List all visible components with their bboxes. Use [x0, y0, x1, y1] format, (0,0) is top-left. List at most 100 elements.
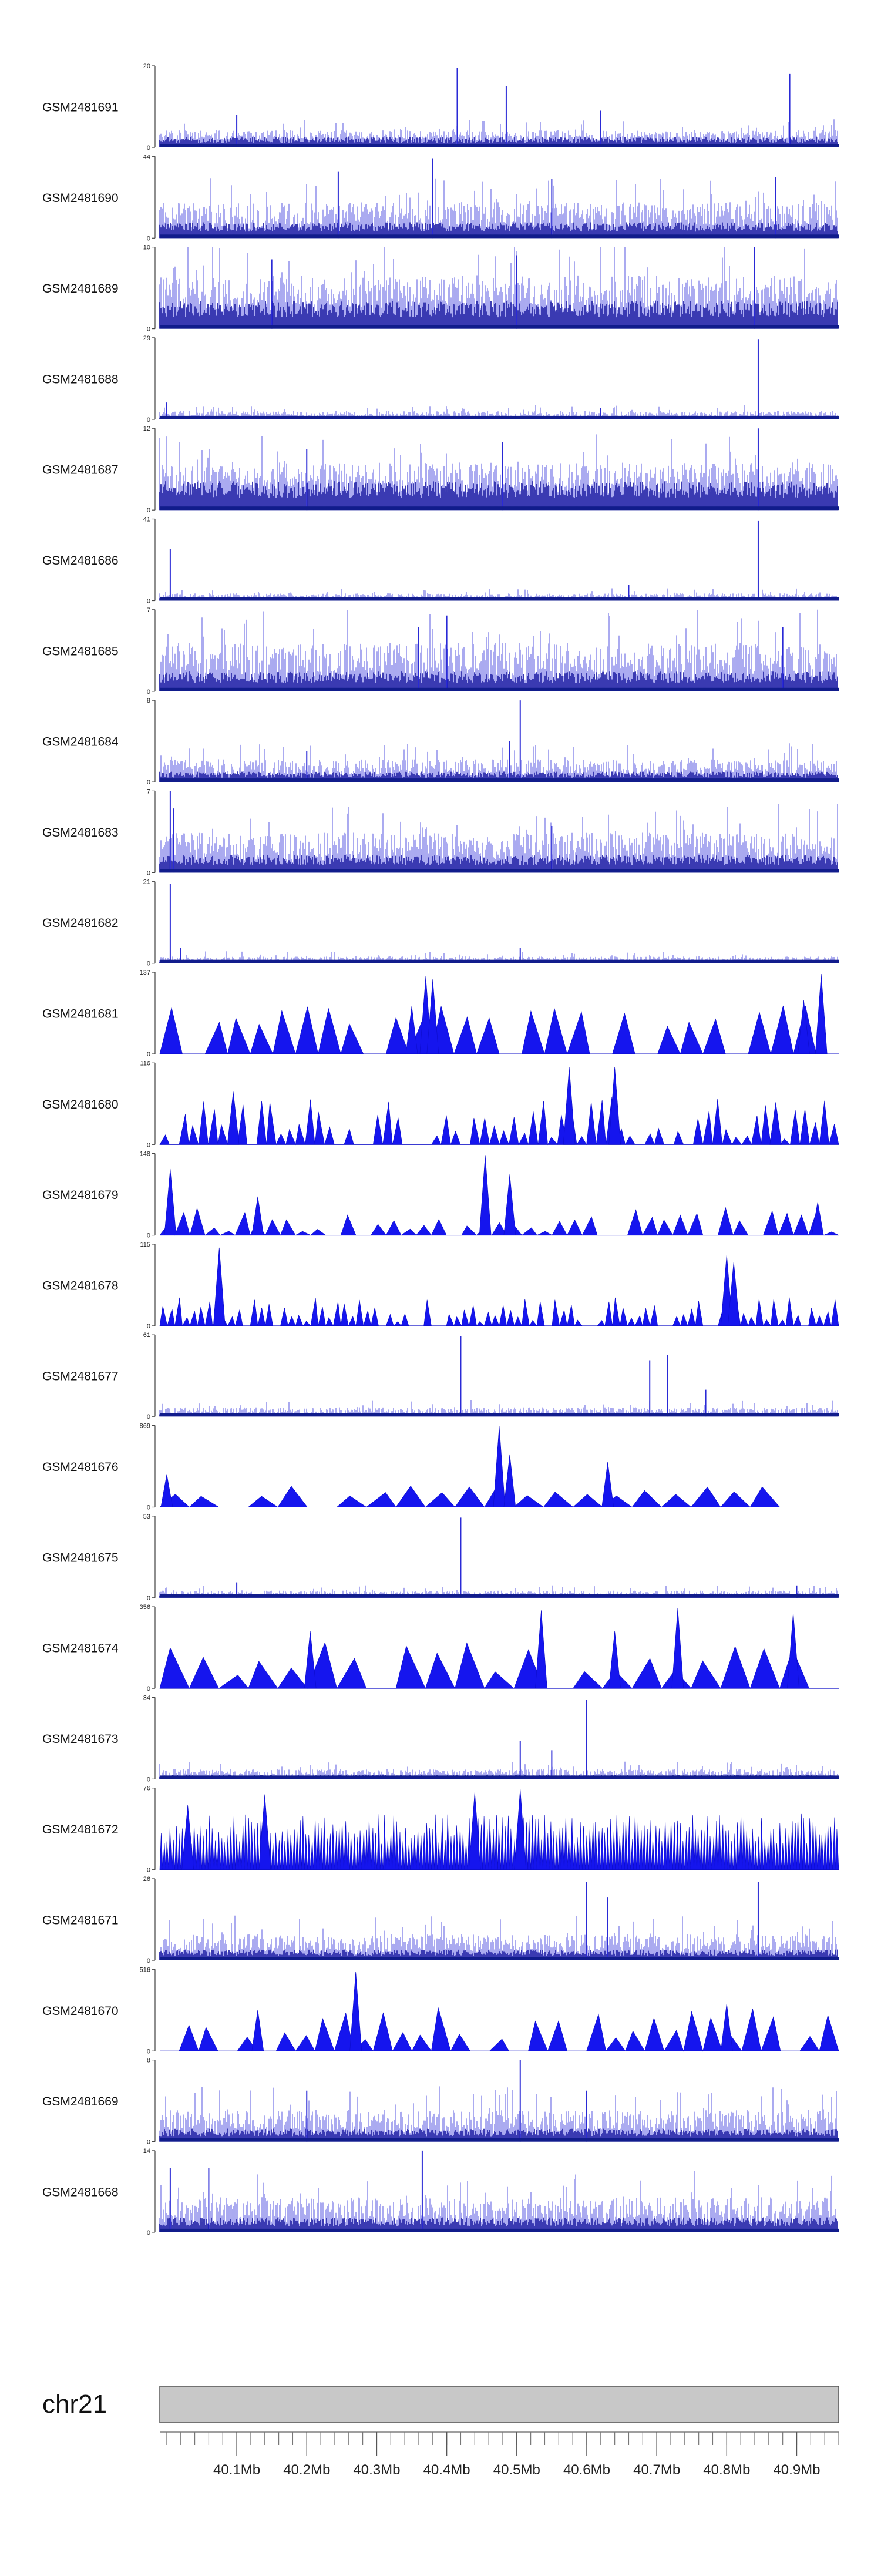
coverage-bars-light: [159, 178, 838, 239]
peak-mark: [405, 1006, 418, 1054]
sample-label: GSM2481678: [42, 1279, 119, 1292]
track-gsm2481681: GSM2481681 137 0: [42, 969, 839, 1058]
coverage-bars-light: [159, 119, 838, 147]
y-tick-label-max: 7: [147, 788, 150, 795]
peak-mark: [815, 973, 828, 1054]
y-tick-label-max: 7: [147, 607, 150, 614]
coverage-bars-light: [159, 434, 838, 511]
peak-mark: [304, 1631, 317, 1689]
track-gsm2481680: GSM2481680 116 0: [42, 1060, 839, 1148]
track-gsm2481672: GSM2481672 76 0: [42, 1785, 839, 1874]
sample-label: GSM2481674: [42, 1642, 119, 1655]
y-tick-label-max: 8: [147, 697, 150, 704]
sample-label: GSM2481682: [42, 916, 119, 930]
sample-label: GSM2481690: [42, 192, 119, 205]
coverage-baseline: [160, 2228, 839, 2232]
peak-mark: [160, 1474, 173, 1507]
peak-mark: [164, 1168, 177, 1235]
coverage-baseline: [160, 597, 839, 601]
track-gsm2481690: GSM2481690 44 0: [42, 153, 839, 242]
y-tick-label-min: 0: [147, 2139, 150, 2146]
peak-mark: [493, 1426, 506, 1507]
y-tick-label-min: 0: [147, 507, 150, 514]
sample-label: GSM2481680: [42, 1098, 119, 1111]
sample-label: GSM2481672: [42, 1823, 119, 1836]
track-gsm2481691: GSM2481691 20 0: [42, 63, 839, 152]
y-tick-label-max: 116: [140, 1060, 150, 1067]
y-tick-label-max: 137: [140, 969, 150, 976]
y-tick-label-max: 76: [143, 1785, 150, 1792]
sample-label: GSM2481673: [42, 1732, 119, 1746]
peak-mark: [503, 1454, 516, 1507]
y-tick-label-min: 0: [147, 235, 150, 242]
track-gsm2481682: GSM2481682 21 0: [42, 879, 839, 968]
peak-mark: [671, 1608, 684, 1689]
track-gsm2481686: GSM2481686 41 0: [42, 516, 839, 605]
y-tick-label-min: 0: [147, 779, 150, 786]
coverage-bars-dark: [159, 481, 838, 511]
y-tick-label-max: 356: [140, 1604, 150, 1611]
coverage-spikes: [159, 1641, 839, 1690]
coverage-baseline: [160, 1957, 839, 1960]
track-gsm2481671: GSM2481671 26 0: [42, 1876, 839, 1964]
y-tick-label-min: 0: [147, 1413, 150, 1420]
peak-mark: [479, 1155, 492, 1235]
y-tick-label-max: 869: [140, 1423, 150, 1430]
peak-mark: [349, 1972, 362, 2051]
major-tick-label: 40.5Mb: [493, 2462, 540, 2478]
chromosome-ideogram-bar: [159, 2386, 839, 2423]
track-gsm2481670: GSM2481670 516 0: [42, 1966, 839, 2055]
y-tick-label-min: 0: [147, 960, 150, 968]
y-tick-label-min: 0: [147, 326, 150, 333]
coverage-bars-light: [159, 2171, 838, 2232]
y-tick-label-min: 0: [147, 869, 150, 876]
y-tick-label-max: 516: [140, 1966, 150, 1973]
coverage-baseline: [160, 234, 839, 239]
peak-mark: [468, 1792, 481, 1870]
sample-label: GSM2481679: [42, 1188, 119, 1202]
peak-mark: [811, 1202, 824, 1235]
track-gsm2481674: GSM2481674 356 0: [42, 1604, 839, 1692]
y-tick-label-min: 0: [147, 1685, 150, 1692]
peak-mark: [181, 1805, 194, 1870]
track-gsm2481677: GSM2481677 61 0: [42, 1332, 839, 1420]
y-tick-label-min: 0: [147, 417, 150, 424]
major-tick-label: 40.6Mb: [563, 2462, 610, 2478]
y-tick-label-max: 14: [143, 2148, 150, 2155]
y-tick-label-max: 61: [143, 1332, 150, 1339]
peak-mark: [608, 1067, 621, 1145]
y-tick-label-max: 12: [143, 425, 150, 432]
coverage-baseline: [160, 506, 839, 511]
peak-mark: [608, 1631, 621, 1689]
coverage-spikes: [159, 1005, 839, 1055]
track-gsm2481675: GSM2481675 53 0: [42, 1513, 839, 1602]
track-gsm2481679: GSM2481679 148 0: [42, 1151, 839, 1240]
track-gsm2481668: GSM2481668 14 0: [42, 2148, 839, 2236]
y-tick-label-min: 0: [147, 1867, 150, 1874]
peak-mark: [601, 1462, 614, 1507]
peak-mark: [251, 2010, 264, 2051]
peak-mark: [563, 1067, 576, 1145]
y-tick-label-min: 0: [147, 1141, 150, 1148]
major-tick-label: 40.3Mb: [353, 2462, 400, 2478]
coverage-baseline: [160, 1775, 839, 1779]
coverage-baseline: [160, 778, 839, 782]
peak-mark: [503, 1174, 516, 1235]
sample-label: GSM2481681: [42, 1007, 119, 1021]
coverage-bars-light: [159, 609, 838, 691]
coverage-baseline: [160, 687, 839, 691]
sample-label: GSM2481688: [42, 372, 119, 386]
y-tick-label-min: 0: [147, 1957, 150, 1964]
sample-label: GSM2481689: [42, 282, 119, 295]
sample-label: GSM2481670: [42, 2004, 119, 2018]
coverage-baseline: [160, 325, 839, 329]
coverage-bars-light: [159, 2086, 838, 2142]
peak-mark: [514, 1789, 527, 1870]
coverage-bars-light: [159, 247, 838, 329]
track-gsm2481687: GSM2481687 12 0: [42, 425, 839, 514]
y-tick-label-min: 0: [147, 145, 150, 152]
sample-label: GSM2481684: [42, 735, 119, 749]
track-gsm2481669: GSM2481669 8 0: [42, 2057, 839, 2146]
